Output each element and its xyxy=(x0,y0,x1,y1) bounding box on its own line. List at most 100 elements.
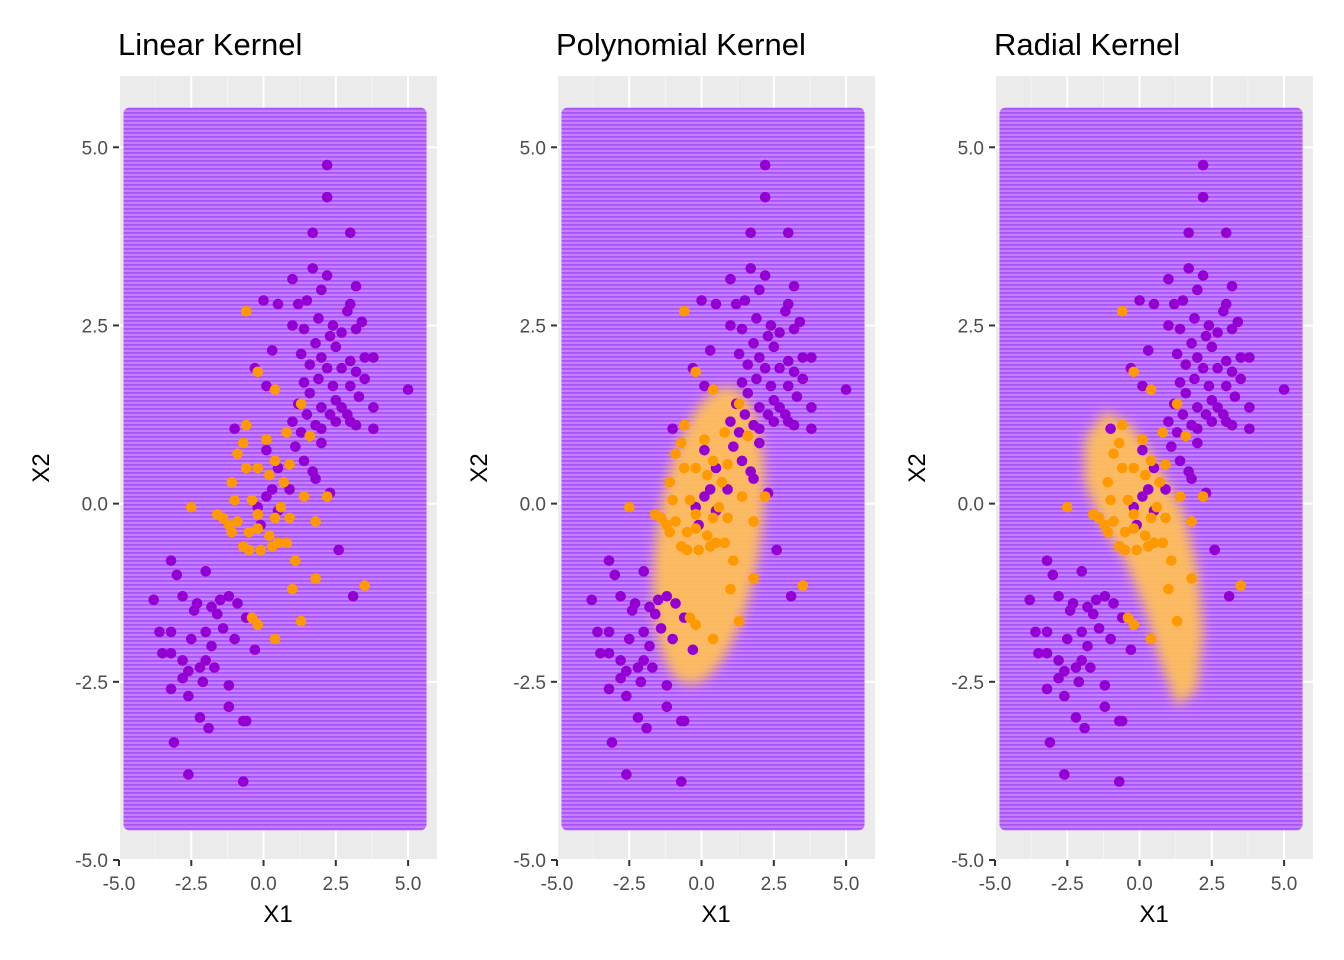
point-orange xyxy=(359,580,371,591)
point-purple xyxy=(350,280,362,292)
point-purple xyxy=(206,601,217,613)
x-tick-label: -2.5 xyxy=(613,874,646,895)
point-purple xyxy=(768,394,780,406)
point-purple xyxy=(183,665,194,677)
point-purple xyxy=(615,655,626,666)
point-purple xyxy=(232,598,243,609)
point-purple xyxy=(615,590,626,602)
point-purple xyxy=(402,384,414,395)
point-purple xyxy=(1192,402,1203,413)
point-orange xyxy=(684,612,696,623)
point-purple xyxy=(754,284,765,296)
point-purple xyxy=(754,423,765,435)
point-purple xyxy=(774,327,785,338)
point-orange xyxy=(655,512,667,524)
point-purple xyxy=(188,605,200,616)
point-purple xyxy=(344,298,356,310)
point-purple xyxy=(287,273,298,285)
point-orange xyxy=(1102,526,1114,538)
point-purple xyxy=(1183,263,1194,274)
x-tick-label: 5.0 xyxy=(833,874,859,895)
y-tick-label: -2.5 xyxy=(951,673,984,694)
point-purple xyxy=(774,362,785,374)
point-purple xyxy=(626,605,638,616)
point-purple xyxy=(223,590,235,602)
point-purple xyxy=(1134,295,1145,306)
point-purple xyxy=(344,227,356,239)
x-tick-label: 5.0 xyxy=(1271,874,1297,895)
point-purple xyxy=(301,295,313,306)
point-purple xyxy=(606,737,618,748)
point-orange xyxy=(1174,491,1186,502)
point-orange xyxy=(678,305,690,317)
point-purple xyxy=(1203,320,1215,331)
point-purple xyxy=(316,437,327,449)
point-purple xyxy=(327,380,339,392)
point-purple xyxy=(742,359,754,370)
point-orange xyxy=(226,476,238,488)
point-purple xyxy=(165,626,177,638)
point-orange xyxy=(1145,633,1157,645)
point-purple xyxy=(638,655,650,666)
point-purple xyxy=(1125,644,1137,656)
point-purple xyxy=(229,423,240,435)
point-orange xyxy=(1122,494,1134,506)
point-orange xyxy=(1140,530,1151,542)
point-orange xyxy=(287,583,298,595)
point-purple xyxy=(1079,722,1090,734)
point-purple xyxy=(307,227,318,239)
point-orange xyxy=(226,526,238,538)
point-orange xyxy=(269,455,281,467)
point-purple xyxy=(177,590,188,602)
point-purple xyxy=(728,441,739,452)
point-purple xyxy=(1197,362,1209,374)
point-orange xyxy=(1119,544,1131,556)
point-purple xyxy=(1041,683,1053,695)
x-tick-label: 0.0 xyxy=(688,874,714,895)
point-purple xyxy=(696,295,707,306)
y-tick-label: 2.5 xyxy=(520,316,546,337)
point-purple xyxy=(1220,355,1232,367)
point-purple xyxy=(1226,366,1238,378)
point-purple xyxy=(183,769,194,780)
point-purple xyxy=(171,569,183,581)
point-orange xyxy=(266,541,278,552)
point-purple xyxy=(209,662,220,673)
point-purple xyxy=(771,544,783,556)
point-purple xyxy=(676,776,687,787)
point-purple xyxy=(177,655,188,666)
point-orange xyxy=(664,476,676,488)
point-orange xyxy=(719,427,730,438)
point-purple xyxy=(782,355,794,367)
x-tick-label: 5.0 xyxy=(395,874,421,895)
point-purple xyxy=(722,484,733,495)
x-axis-title: X1 xyxy=(701,901,730,928)
point-purple xyxy=(203,722,214,734)
point-purple xyxy=(324,330,336,342)
point-purple xyxy=(1192,437,1203,449)
axes: -5.0 -2.5 0.0 2.5 5.0 -5.0 -2.5 0.0 2.5 5.0 xyxy=(951,138,1297,895)
point-orange xyxy=(252,366,264,378)
point-purple xyxy=(1093,623,1105,634)
point-purple xyxy=(661,680,673,691)
point-orange xyxy=(690,523,702,534)
point-orange xyxy=(713,501,725,513)
point-purple xyxy=(1183,227,1194,239)
point-purple xyxy=(1047,569,1059,581)
point-orange xyxy=(1180,430,1192,442)
point-purple xyxy=(1053,672,1064,684)
y-tick-label: 2.5 xyxy=(82,316,108,337)
point-purple xyxy=(768,341,780,353)
point-purple xyxy=(632,712,644,723)
point-purple xyxy=(1197,191,1209,203)
point-purple xyxy=(797,352,809,363)
point-purple xyxy=(316,284,327,296)
point-purple xyxy=(307,263,318,274)
y-axis-title: X2 xyxy=(904,453,931,482)
x-tick-label: -2.5 xyxy=(1051,874,1084,895)
point-orange xyxy=(243,526,255,538)
point-purple xyxy=(368,352,379,363)
point-purple xyxy=(1168,298,1180,310)
point-purple xyxy=(603,626,615,638)
point-purple xyxy=(324,409,336,420)
